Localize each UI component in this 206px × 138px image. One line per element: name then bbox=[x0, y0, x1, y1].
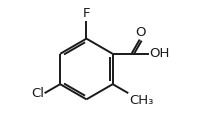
Text: CH₃: CH₃ bbox=[129, 94, 153, 107]
Text: F: F bbox=[83, 7, 90, 20]
Text: OH: OH bbox=[149, 47, 170, 60]
Text: O: O bbox=[135, 26, 146, 39]
Text: Cl: Cl bbox=[31, 87, 44, 100]
